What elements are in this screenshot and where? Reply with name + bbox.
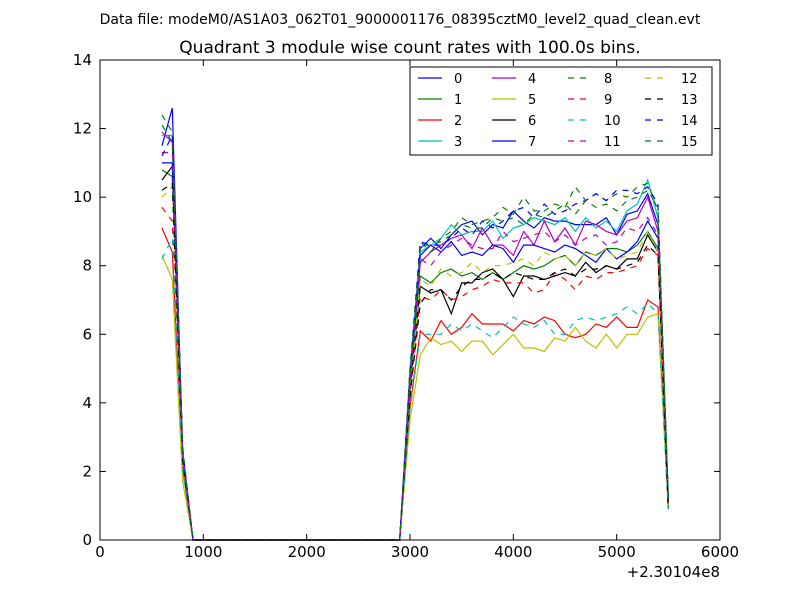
- legend-label-7: 7: [528, 135, 536, 150]
- legend-label-11: 11: [604, 135, 621, 150]
- y-tick-label: 6: [82, 325, 92, 343]
- x-tick-label: 1000: [184, 543, 222, 561]
- x-tick-label: 3000: [391, 543, 429, 561]
- legend-label-1: 1: [454, 93, 462, 108]
- series-line-6: [161, 164, 669, 541]
- y-tick-label: 4: [82, 394, 92, 412]
- y-tick-label: 10: [73, 188, 92, 206]
- legend-label-15: 15: [681, 135, 698, 150]
- series-line-11: [162, 152, 669, 541]
- legend-label-12: 12: [681, 72, 698, 87]
- y-tick-label: 0: [82, 531, 92, 549]
- x-tick-label: 4000: [494, 543, 532, 561]
- legend-label-14: 14: [681, 114, 698, 129]
- y-tick-label: 8: [82, 257, 92, 275]
- x-tick-label: 2000: [288, 543, 326, 561]
- y-tick-label: 2: [82, 462, 92, 480]
- legend-label-3: 3: [454, 135, 462, 150]
- legend-label-10: 10: [604, 114, 621, 129]
- legend-label-9: 9: [604, 93, 612, 108]
- legend-label-6: 6: [528, 114, 536, 129]
- suptitle: Data file: modeM0/AS1A03_062T01_90000011…: [100, 12, 701, 28]
- x-tick-label: 0: [95, 543, 105, 561]
- x-tick-label: 6000: [701, 543, 739, 561]
- series-line-12: [161, 185, 669, 541]
- legend-frame: [409, 66, 713, 156]
- x-offset-label: +2.30104e8: [627, 563, 720, 581]
- series-line-1: [161, 169, 669, 541]
- legend-label-13: 13: [681, 93, 698, 108]
- legend-label-0: 0: [454, 72, 462, 87]
- y-tick-label: 14: [73, 51, 92, 69]
- legend-label-4: 4: [528, 72, 536, 87]
- x-tick-label: 5000: [598, 543, 636, 561]
- legend-label-5: 5: [528, 93, 536, 108]
- y-tick-label: 12: [73, 120, 92, 138]
- series-line-13: [161, 182, 669, 541]
- series-layer: [161, 107, 669, 541]
- legend-label-8: 8: [604, 72, 612, 87]
- chart-title: Quadrant 3 module wise count rates with …: [179, 38, 640, 58]
- series-line-10: [161, 235, 669, 541]
- legend-label-2: 2: [454, 114, 462, 129]
